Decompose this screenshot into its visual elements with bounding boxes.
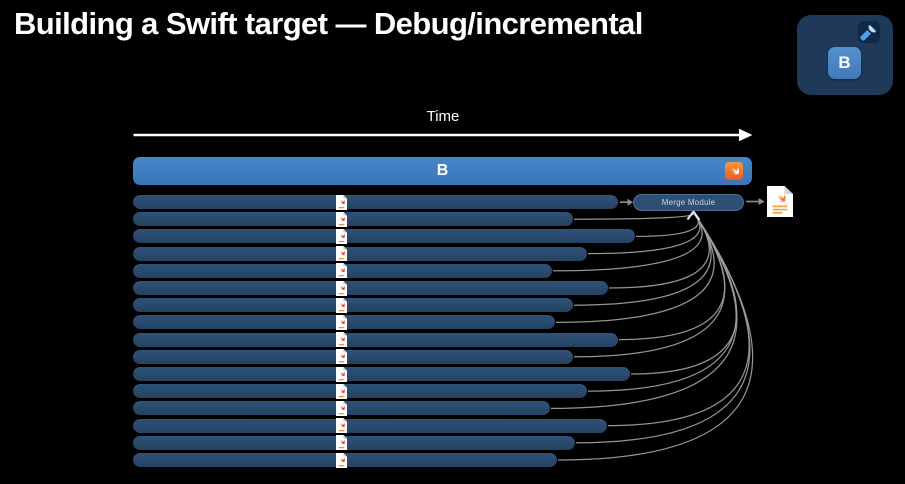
dependency-curve	[607, 212, 750, 427]
swift-file-icon	[336, 280, 347, 296]
swift-file-icon	[336, 383, 347, 399]
target-build-bar: B	[133, 157, 752, 185]
merge-to-doc-arrow	[746, 198, 765, 205]
swift-file-icon	[336, 263, 347, 279]
target-badge-label: B	[838, 53, 851, 72]
compile-task-row	[133, 384, 587, 399]
swift-file-icon	[336, 332, 347, 348]
convergence-highlight	[686, 209, 701, 221]
hammer-icon	[858, 21, 880, 43]
swift-file-icon	[336, 418, 347, 434]
dependency-curve	[575, 212, 751, 444]
swift-file-icon	[336, 435, 347, 451]
swift-file-icon	[336, 366, 347, 382]
merge-module-box: Merge Module	[633, 194, 744, 211]
compile-task-row	[133, 349, 573, 364]
slide-title: Building a Swift target — Debug/incremen…	[14, 6, 643, 41]
swift-file-icon	[336, 314, 347, 330]
merge-module-label: Merge Module	[661, 198, 716, 207]
compile-task-row	[133, 332, 618, 347]
target-bar-label: B	[436, 162, 449, 179]
swiftmodule-doc-icon	[767, 186, 793, 217]
compile-task-row	[133, 246, 587, 261]
time-arrow	[133, 128, 753, 142]
dependency-curve	[608, 212, 710, 289]
swift-file-icon	[336, 211, 347, 227]
target-badge: B	[797, 15, 893, 95]
compile-task-row	[133, 195, 618, 209]
swift-file-icon	[336, 246, 347, 262]
swift-file-icon	[336, 349, 347, 365]
swift-file-icon	[336, 297, 347, 313]
swift-file-icon	[336, 452, 347, 468]
compile-task-row	[133, 418, 607, 433]
dependency-curve	[635, 212, 699, 238]
compile-task-row	[133, 212, 573, 227]
dependency-curve	[573, 211, 695, 220]
swift-logo-icon	[725, 162, 743, 180]
compile-task-row	[133, 435, 575, 450]
compile-task-row	[133, 229, 635, 244]
time-axis-label: Time	[426, 108, 460, 125]
task-to-merge-arrow	[620, 198, 633, 206]
compile-task-row	[133, 298, 573, 313]
swift-file-icon	[336, 400, 347, 416]
dependency-curve	[630, 212, 738, 375]
target-badge-tile: B	[828, 47, 861, 79]
compile-task-row	[133, 367, 630, 381]
dependency-curve	[618, 212, 726, 341]
swift-file-icon	[336, 228, 347, 244]
swift-file-icon	[336, 194, 347, 210]
compile-task-row	[133, 281, 608, 295]
